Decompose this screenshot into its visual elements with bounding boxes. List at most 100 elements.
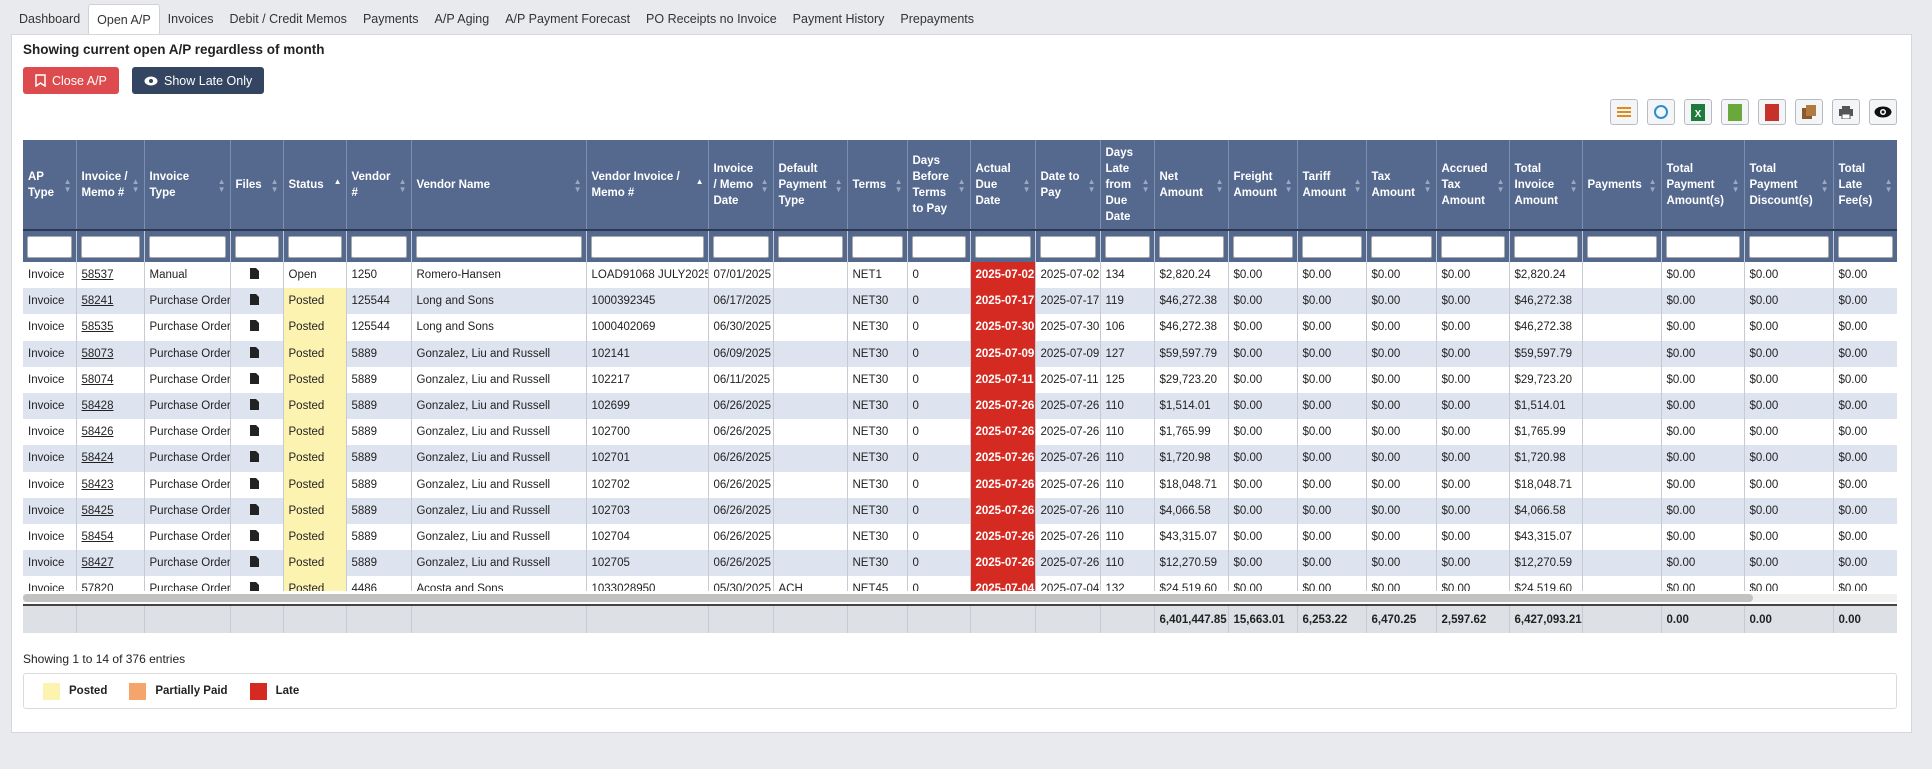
print-button[interactable] [1832,99,1860,125]
file-icon[interactable] [249,529,259,541]
file-icon[interactable] [249,477,259,489]
column-header[interactable]: Days Before Terms to Pay ▲ ▼ [907,140,971,231]
column-filter[interactable] [911,235,966,258]
table-cell[interactable]: 58424 [76,445,145,472]
copy-button[interactable] [1795,99,1823,125]
tab[interactable]: Open A/P [88,4,160,34]
file-icon[interactable] [249,503,259,515]
excel-button[interactable]: X [1684,99,1712,125]
table-cell[interactable]: 58074 [76,366,145,393]
column-filter[interactable] [1665,235,1740,258]
column-filter[interactable] [851,235,903,258]
column-header[interactable]: Days Late from Due Date ▲ ▼ [1100,140,1155,231]
refresh-button[interactable] [1647,99,1675,125]
column-filter[interactable] [80,235,140,258]
column-filter[interactable] [1301,235,1362,258]
column-header[interactable]: Total Invoice Amount ▲ ▼ [1509,140,1583,231]
column-header[interactable]: Invoice / Memo Date ▲ ▼ [708,140,774,231]
tab[interactable]: Invoices [167,12,214,26]
file-icon[interactable] [249,294,259,306]
column-filter[interactable] [777,235,843,258]
table-cell[interactable]: 58425 [76,497,145,524]
column-header[interactable]: Total Late Fee(s) ▲ ▼ [1833,140,1897,231]
file-icon[interactable] [249,582,259,591]
table-cell[interactable]: 58427 [76,550,145,577]
column-filter[interactable] [1440,235,1505,258]
column-filter[interactable] [1748,235,1829,258]
sort-indicator: ▲ ▼ [217,177,226,194]
column-header[interactable]: Date to Pay ▲ ▼ [1035,140,1101,231]
table-cell[interactable]: 58428 [76,392,145,420]
column-filter[interactable] [1039,235,1096,258]
column-header[interactable]: Tariff Amount ▲ ▼ [1297,140,1367,231]
table-cell[interactable]: 58426 [76,419,145,446]
column-filter[interactable] [234,235,279,258]
columns-button[interactable] [1610,99,1638,125]
tab[interactable]: A/P Aging [434,12,490,26]
table-cell[interactable]: 58535 [76,314,145,341]
column-header[interactable]: Net Amount ▲ ▼ [1154,140,1229,231]
column-header[interactable]: Total Payment Discount(s) ▲ ▼ [1744,140,1834,231]
column-filter[interactable] [415,235,582,258]
column-filter[interactable] [148,235,226,258]
column-filter[interactable] [974,235,1031,258]
column-header[interactable]: Vendor Invoice / Memo # ▲ [586,140,709,231]
table-cell: Posted [283,497,347,524]
column-header[interactable]: Actual Due Date ▲ ▼ [970,140,1036,231]
file-icon[interactable] [249,372,259,384]
file-icon[interactable] [249,556,259,568]
table-cell[interactable]: 58241 [76,288,145,315]
file-icon[interactable] [249,346,259,358]
table-cell[interactable]: 58537 [76,262,145,289]
file-icon[interactable] [249,268,259,280]
table-cell[interactable]: 58073 [76,340,145,367]
column-filter[interactable] [1232,235,1293,258]
close-ap-button[interactable]: Close A/P [23,67,119,94]
column-filter[interactable] [1586,235,1657,258]
column-filter[interactable] [1837,235,1893,258]
tab[interactable]: Debit / Credit Memos [229,12,347,26]
column-filter[interactable] [27,235,72,258]
column-filter[interactable] [1158,235,1224,258]
table-cell[interactable]: 57820 [76,576,145,591]
file-icon[interactable] [249,399,259,411]
visibility-button[interactable] [1869,99,1897,125]
column-header[interactable]: Accrued Tax Amount ▲ ▼ [1436,140,1510,231]
column-filter[interactable] [712,235,769,258]
column-header[interactable]: Tax Amount ▲ ▼ [1366,140,1437,231]
column-header[interactable]: AP Type ▲ ▼ [23,140,77,231]
tab[interactable]: Dashboard [19,12,81,26]
file-icon[interactable] [249,425,259,437]
column-header[interactable]: Invoice Type ▲ ▼ [144,140,231,231]
filter-cell [1661,230,1745,262]
tab[interactable]: A/P Payment Forecast [505,12,631,26]
column-header[interactable]: Default Payment Type ▲ ▼ [773,140,848,231]
pdf-button[interactable] [1758,99,1786,125]
column-header[interactable]: Freight Amount ▲ ▼ [1228,140,1298,231]
column-filter[interactable] [1104,235,1150,258]
column-header[interactable]: Files ▲ ▼ [230,140,284,231]
column-header[interactable]: Invoice / Memo # ▲ ▼ [76,140,145,231]
column-header[interactable]: Total Payment Amount(s) ▲ ▼ [1661,140,1745,231]
column-filter[interactable] [350,235,407,258]
table-cell[interactable]: 58454 [76,523,145,551]
show-late-button[interactable]: Show Late Only [132,67,265,94]
tab[interactable]: Payment History [792,12,885,26]
tab[interactable]: PO Receipts no Invoice [646,12,777,26]
column-header[interactable]: Status ▲ [283,140,347,231]
file-icon[interactable] [249,451,259,463]
column-filter[interactable] [287,235,342,258]
column-filter[interactable] [1370,235,1432,258]
column-header[interactable]: Vendor # ▲ ▼ [346,140,412,231]
column-header[interactable]: Vendor Name ▲ ▼ [411,140,587,231]
column-header[interactable]: Terms ▲ ▼ [847,140,908,231]
column-filter[interactable] [590,235,704,258]
file-icon[interactable] [249,320,259,332]
horizontal-scrollbar[interactable] [23,594,1897,602]
tab[interactable]: Payments [362,12,419,26]
table-cell[interactable]: 58423 [76,471,145,498]
csv-button[interactable] [1721,99,1749,125]
column-header[interactable]: Payments ▲ ▼ [1582,140,1662,231]
column-filter[interactable] [1513,235,1578,258]
tab[interactable]: Prepayments [900,12,975,26]
